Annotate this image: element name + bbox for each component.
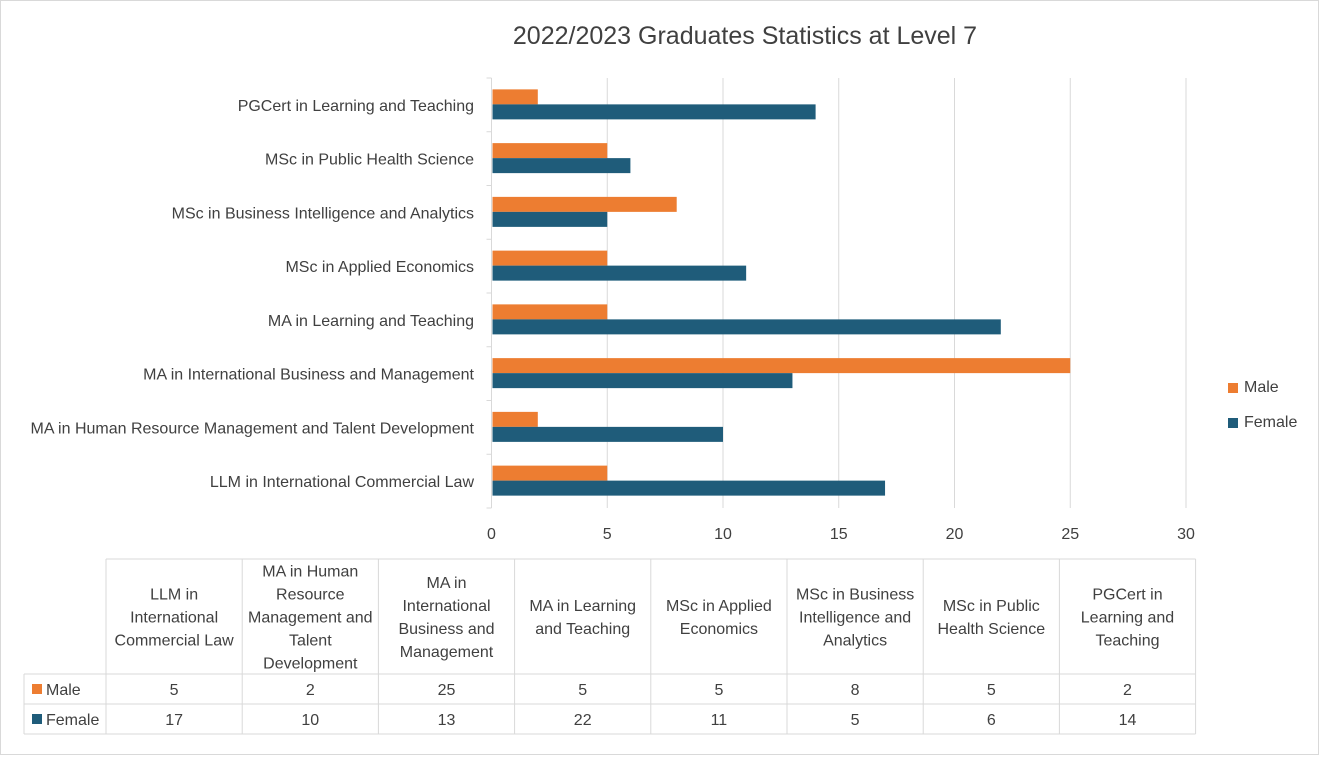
category-label: LLM in International Commercial Law: [210, 474, 475, 491]
x-tick-label: 10: [714, 526, 732, 543]
x-tick-label: 15: [830, 526, 848, 543]
table-header-text: International: [402, 598, 490, 615]
bar-female: [492, 158, 631, 174]
table-cell-value: 8: [851, 682, 860, 699]
table-header-text: MSc in Public: [943, 598, 1040, 615]
table-header-text: Learning and: [1081, 610, 1174, 627]
bar-male: [492, 465, 608, 481]
table-cell-value: 5: [987, 682, 996, 699]
table-header-text: Analytics: [823, 633, 887, 650]
table-header-text: MA in: [426, 575, 466, 592]
table-header-text: Management and: [248, 610, 373, 627]
bar-female: [492, 265, 747, 281]
table-cell-value: 5: [714, 682, 723, 699]
legend-swatch: [1228, 383, 1238, 393]
table-cell-value: 11: [711, 712, 728, 729]
bar-female: [492, 480, 886, 496]
bar-male: [492, 304, 608, 320]
table-legend-key: [32, 714, 42, 724]
table-cell-value: 14: [1119, 712, 1137, 729]
legend-label: Female: [1244, 414, 1298, 431]
category-label: PGCert in Learning and Teaching: [238, 98, 474, 115]
bar-female: [492, 426, 723, 442]
bar-male: [492, 89, 538, 105]
table-cell-value: 5: [578, 682, 587, 699]
legend-item-male: Male: [1228, 378, 1297, 398]
table-header-text: Management: [400, 644, 494, 661]
bar-female: [492, 373, 793, 389]
table-header-text: Intelligence and: [799, 610, 911, 627]
x-tick-label: 30: [1177, 526, 1195, 543]
table-cell-value: 13: [438, 712, 456, 729]
x-tick-label: 5: [603, 526, 612, 543]
x-tick-label: 25: [1061, 526, 1079, 543]
chart-title: 2022/2023 Graduates Statistics at Level …: [512, 22, 978, 50]
table-header-text: Commercial Law: [115, 633, 235, 650]
table-cell-value: 10: [301, 712, 319, 729]
table-header-text: MA in Human: [262, 564, 358, 581]
bar-male: [492, 196, 677, 212]
chart-legend: Male Female: [1228, 378, 1297, 448]
legend-swatch: [1228, 418, 1238, 428]
category-label: MA in International Business and Managem…: [143, 367, 474, 384]
table-header-text: MSc in Business: [796, 587, 914, 604]
table-header-text: Resource: [276, 587, 345, 604]
legend-label: Male: [1244, 379, 1279, 396]
bar-male: [492, 411, 538, 427]
table-cell-value: 22: [574, 712, 592, 729]
table-cell-value: 5: [851, 712, 860, 729]
table-header-text: and Teaching: [535, 621, 630, 638]
category-label: MSc in Business Intelligence and Analyti…: [172, 205, 474, 222]
table-header-text: PGCert in: [1092, 587, 1162, 604]
category-label: MSc in Applied Economics: [285, 259, 474, 276]
table-header-text: Health Science: [937, 621, 1045, 638]
table-header-text: MA in Learning: [529, 598, 636, 615]
table-header-text: Teaching: [1095, 633, 1159, 650]
table-header-text: LLM in: [150, 587, 198, 604]
category-label: MA in Learning and Teaching: [268, 313, 474, 330]
bar-female: [492, 104, 816, 120]
bar-male: [492, 143, 608, 159]
bar-male: [492, 358, 1071, 374]
bar-male: [492, 250, 608, 266]
legend-item-female: Female: [1228, 413, 1297, 433]
table-header-text: MSc in Applied: [666, 598, 772, 615]
category-label: MSc in Public Health Science: [265, 152, 474, 169]
table-legend-key: [32, 684, 42, 694]
x-tick-label: 20: [946, 526, 964, 543]
table-cell-value: 6: [987, 712, 996, 729]
table-row-label: Female: [46, 712, 99, 729]
table-header-text: Talent: [289, 633, 332, 650]
table-header-text: Economics: [680, 621, 758, 638]
bar-female: [492, 211, 608, 227]
table-cell-value: 17: [165, 712, 183, 729]
category-label: MA in Human Resource Management and Tale…: [30, 420, 474, 437]
table-cell-value: 5: [170, 682, 179, 699]
table-row-label: Male: [46, 682, 81, 699]
table-header-text: International: [130, 610, 218, 627]
table-header-text: Business and: [398, 621, 494, 638]
table-header-text: Development: [263, 656, 358, 673]
x-tick-label: 0: [487, 526, 496, 543]
table-cell-value: 25: [438, 682, 456, 699]
table-cell-value: 2: [306, 682, 315, 699]
table-cell-value: 2: [1123, 682, 1132, 699]
bar-female: [492, 319, 1001, 335]
